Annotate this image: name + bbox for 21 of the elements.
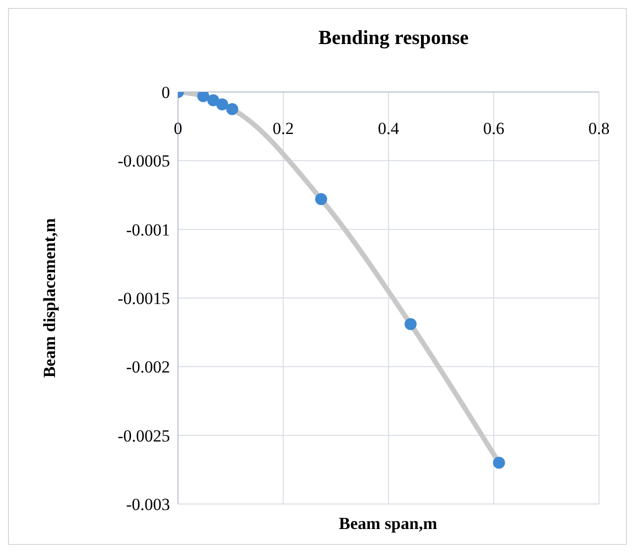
y-tick-label: 0 <box>162 83 170 102</box>
point <box>226 103 238 116</box>
point <box>197 92 210 102</box>
y-axis-title: Beam displacement,m <box>40 218 60 378</box>
point <box>216 98 228 110</box>
y-tick-label: -0.002 <box>126 358 170 377</box>
point <box>404 318 417 330</box>
x-tick-label: 0.4 <box>378 119 400 138</box>
y-tick-label: -0.0005 <box>118 152 170 171</box>
x-tick-label: 0.8 <box>588 119 610 138</box>
point <box>315 193 328 206</box>
x-tick-label: 0.6 <box>483 119 504 138</box>
point <box>493 456 506 469</box>
x-axis-title: Beam span,m <box>338 514 438 534</box>
y-tick-label: -0.001 <box>126 220 170 240</box>
x-tick-label: 0 <box>174 119 182 138</box>
y-tick-label: -0.003 <box>126 495 170 514</box>
y-tick-label: -0.0025 <box>118 426 170 446</box>
y-tick-label: -0.0015 <box>118 289 170 308</box>
x-tick-label: 0.2 <box>272 119 294 138</box>
chart-title: Bending response <box>317 27 470 50</box>
